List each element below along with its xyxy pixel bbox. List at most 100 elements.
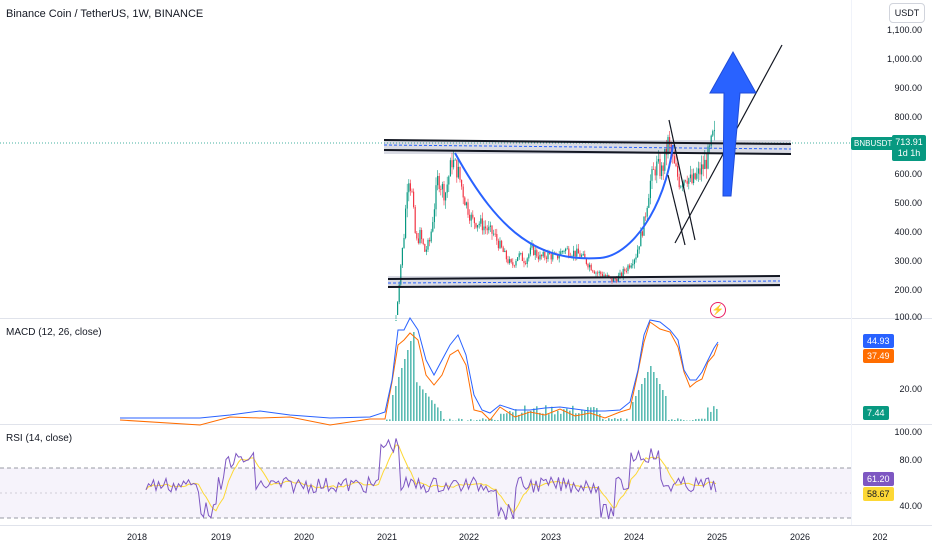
candle-body — [486, 228, 488, 231]
macd-histogram-bar — [626, 418, 628, 421]
macd-histogram-tag: 7.44 — [863, 406, 889, 420]
candle-body — [589, 264, 591, 268]
candle-body — [440, 188, 442, 190]
candle-body — [699, 168, 701, 175]
rsi-ma-line — [145, 444, 717, 514]
candle-body — [656, 161, 658, 176]
macd-histogram-bar — [671, 419, 673, 421]
candle-body — [502, 247, 504, 253]
macd-histogram-bar — [413, 332, 415, 421]
candle-body — [664, 148, 666, 171]
candle-body — [478, 223, 480, 226]
candle-body — [398, 284, 400, 303]
candle-body — [493, 233, 495, 235]
candle-body — [496, 233, 498, 241]
candle-body — [653, 168, 655, 170]
candle-body — [641, 231, 643, 236]
candle-body — [534, 250, 536, 256]
candle-body — [574, 250, 576, 257]
rsi-pane-title[interactable]: RSI (14, close) — [6, 433, 73, 444]
macd-value-tag: 44.93 — [863, 334, 894, 348]
macd-histogram-bar — [656, 378, 658, 421]
candle-body — [416, 232, 418, 239]
candle-body — [576, 248, 578, 257]
candle-body — [438, 175, 440, 189]
candle-body — [582, 253, 584, 256]
macd-histogram-bar — [620, 418, 622, 421]
pennant-upper-line[interactable] — [668, 119, 696, 241]
macd-histogram-bar — [485, 419, 487, 421]
up-arrow-drawing[interactable] — [709, 50, 757, 197]
candle-body — [600, 271, 602, 274]
macd-histogram-bar — [500, 413, 502, 421]
macd-histogram-bar — [545, 405, 547, 421]
macd-histogram-bar — [431, 400, 433, 421]
candle-body — [619, 272, 621, 276]
candle-body — [541, 254, 543, 257]
macd-histogram-bar — [392, 395, 394, 421]
candle-body — [414, 206, 416, 233]
candle-body — [432, 222, 434, 232]
macd-histogram-bar — [458, 418, 460, 421]
macd-histogram-bar — [443, 418, 445, 421]
candle-body — [597, 272, 599, 274]
candle-body — [408, 183, 410, 193]
price-tick: 800.00 — [894, 112, 922, 122]
macd-signal-tag: 37.49 — [863, 349, 894, 363]
candle-body — [677, 166, 679, 177]
macd-histogram-bar — [566, 408, 568, 421]
macd-histogram-bar — [434, 403, 436, 421]
candle-body — [654, 169, 656, 176]
time-axis-label: 2026 — [789, 532, 811, 542]
candle-body — [686, 181, 688, 184]
candle-body — [409, 183, 411, 191]
currency-button[interactable]: USDT — [889, 3, 925, 23]
macd-histogram-bar — [614, 418, 616, 421]
macd-histogram-bar — [608, 418, 610, 421]
candle-body — [470, 214, 472, 221]
candle-body — [667, 137, 669, 155]
candle-body — [614, 278, 616, 279]
macd-histogram-bar — [572, 405, 574, 421]
support-zone[interactable] — [387, 275, 781, 288]
candle-body — [590, 264, 592, 271]
candle-body — [510, 259, 512, 263]
candle-body — [454, 159, 456, 161]
candle-body — [457, 166, 459, 178]
candle-body — [429, 239, 431, 242]
candle-body — [629, 265, 631, 268]
pennant-lower-line[interactable] — [667, 174, 686, 246]
candle-body — [550, 254, 552, 260]
macd-pane-title[interactable]: MACD (12, 26, close) — [6, 327, 102, 338]
candle-body — [613, 278, 615, 283]
candle-body — [683, 180, 685, 186]
macd-histogram-bar — [410, 341, 412, 421]
macd-histogram-bar — [488, 419, 490, 421]
macd-histogram-bar — [677, 418, 679, 421]
candle-body — [425, 249, 427, 252]
macd-histogram-bar — [602, 418, 604, 421]
macd-histogram-bar — [557, 410, 559, 421]
candle-body — [665, 148, 667, 155]
cup-curve[interactable] — [454, 144, 674, 260]
candle-body — [501, 240, 503, 248]
symbol-title[interactable]: Binance Coin / TetherUS, 1W, BINANCE — [6, 8, 204, 20]
candle-body — [451, 160, 453, 168]
candle-body — [595, 272, 597, 274]
candle-body — [509, 259, 511, 263]
macd-histogram-bar — [437, 407, 439, 421]
macd-histogram-bar — [515, 409, 517, 421]
candle-body — [485, 226, 487, 229]
macd-histogram-bar — [659, 384, 661, 421]
price-tick: 100.00 — [894, 312, 922, 322]
macd-histogram-bar — [680, 419, 682, 421]
candle-body — [537, 256, 539, 260]
macd-histogram-bar — [470, 419, 472, 421]
lightning-icon[interactable]: ⚡ — [710, 302, 726, 318]
macd-histogram-bar — [527, 411, 529, 421]
candle-body — [657, 158, 659, 162]
candle-body — [693, 173, 695, 184]
candle-body — [616, 278, 618, 282]
candle-body — [697, 168, 699, 174]
